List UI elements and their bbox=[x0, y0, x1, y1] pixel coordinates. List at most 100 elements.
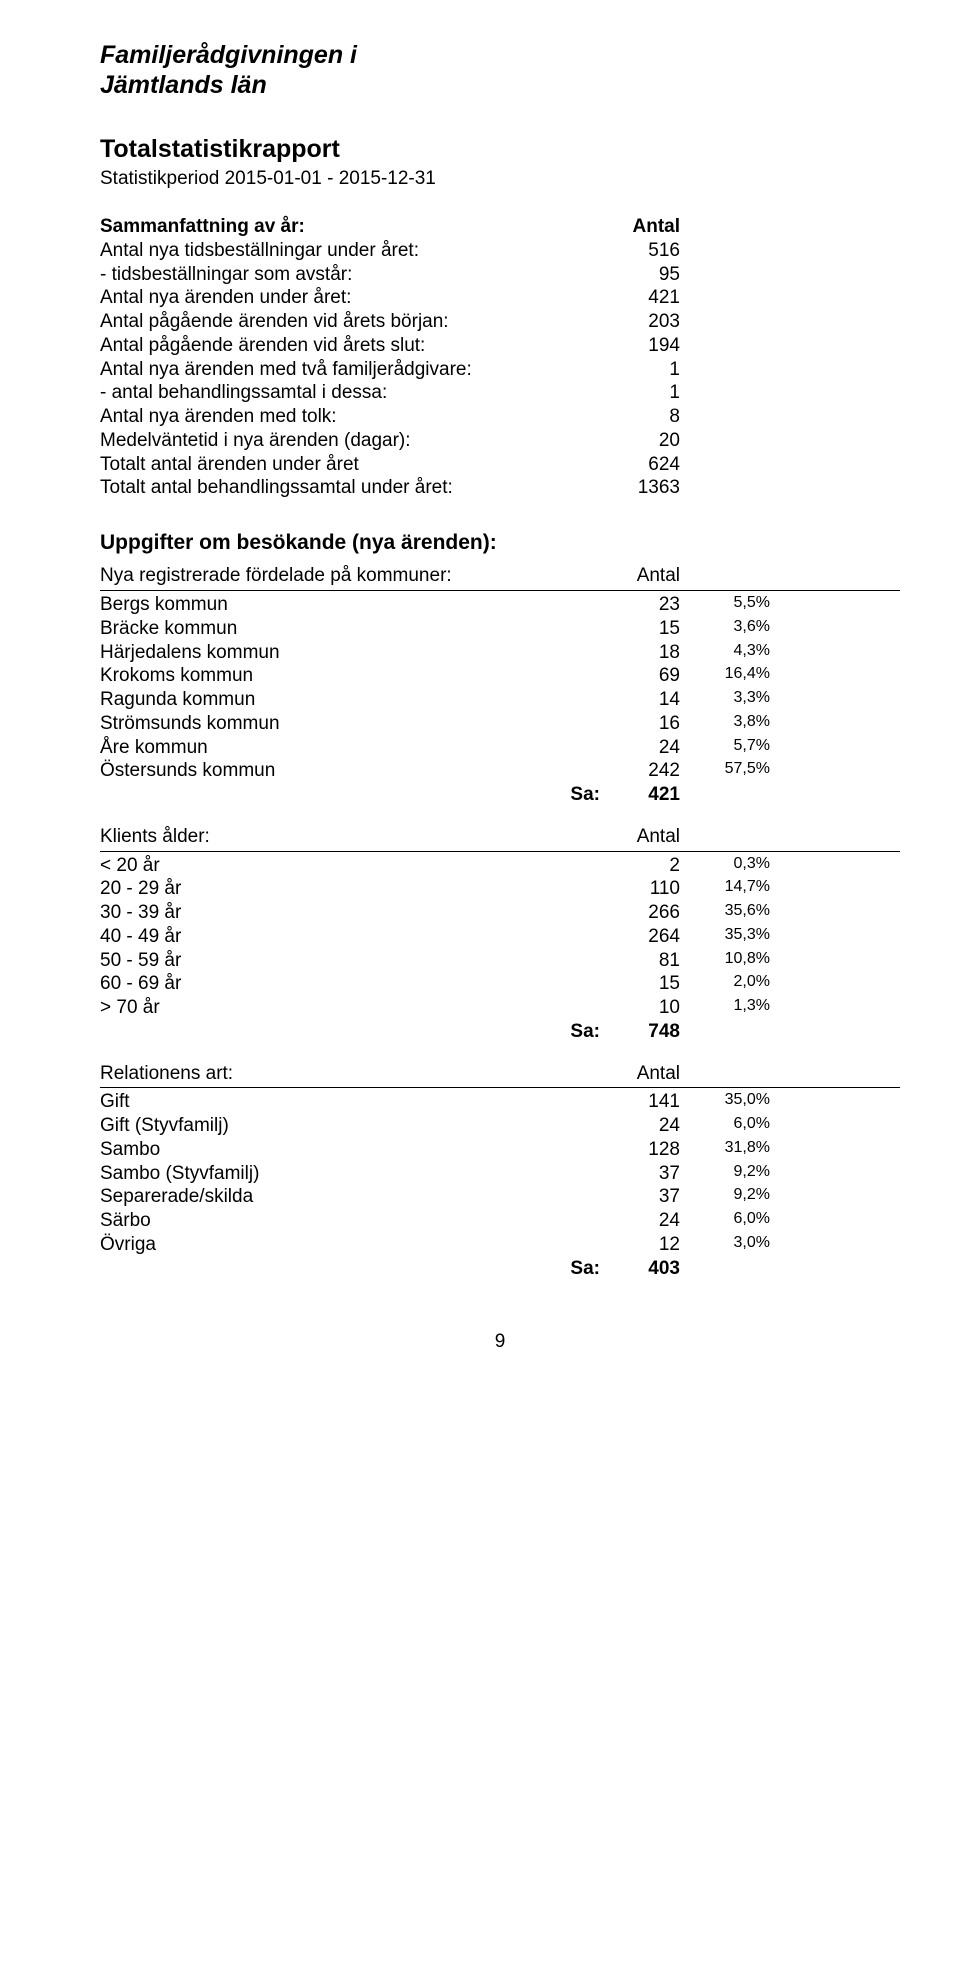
table-row: Antal pågående ärenden vid årets slut:19… bbox=[100, 334, 900, 358]
row-label: Separerade/skilda bbox=[100, 1185, 600, 1209]
row-label: Ragunda kommun bbox=[100, 688, 600, 712]
row-label: 60 - 69 år bbox=[100, 972, 600, 996]
row-label: Antal pågående ärenden vid årets slut: bbox=[100, 334, 600, 358]
row-label: Gift bbox=[100, 1090, 600, 1114]
row-label: Medelväntetid i nya ärenden (dagar): bbox=[100, 429, 600, 453]
row-value: 624 bbox=[600, 453, 680, 477]
row-value: 10 bbox=[600, 996, 680, 1020]
row-percent: 2,0% bbox=[680, 972, 770, 996]
table-row: > 70 år101,3% bbox=[100, 996, 900, 1020]
row-percent: 3,8% bbox=[680, 712, 770, 736]
row-value: 110 bbox=[600, 877, 680, 901]
table-row: Övriga123,0% bbox=[100, 1233, 900, 1257]
table-row: Bräcke kommun153,6% bbox=[100, 617, 900, 641]
row-percent: 35,3% bbox=[680, 925, 770, 949]
row-value: 15 bbox=[600, 617, 680, 641]
row-label: Totalt antal behandlingssamtal under åre… bbox=[100, 476, 600, 500]
relation-sum-row: Sa: 403 bbox=[100, 1257, 900, 1281]
row-value: 81 bbox=[600, 949, 680, 973]
row-value: 69 bbox=[600, 664, 680, 688]
row-percent: 6,0% bbox=[680, 1209, 770, 1233]
row-value: 18 bbox=[600, 641, 680, 665]
row-value: 516 bbox=[600, 239, 680, 263]
relation-header: Relationens art: Antal bbox=[100, 1062, 900, 1089]
table-row: Antal pågående ärenden vid årets början:… bbox=[100, 310, 900, 334]
table-row: Antal nya ärenden med tolk:8 bbox=[100, 405, 900, 429]
row-percent: 5,7% bbox=[680, 736, 770, 760]
row-percent: 5,5% bbox=[680, 593, 770, 617]
summary-rows: Antal nya tidsbeställningar under året:5… bbox=[100, 239, 900, 500]
row-label: Åre kommun bbox=[100, 736, 600, 760]
row-label: Totalt antal ärenden under året bbox=[100, 453, 600, 477]
age-rows: < 20 år20,3%20 - 29 år11014,7%30 - 39 år… bbox=[100, 854, 900, 1020]
row-percent: 4,3% bbox=[680, 641, 770, 665]
row-label: Bergs kommun bbox=[100, 593, 600, 617]
page-number: 9 bbox=[100, 1330, 900, 1354]
row-percent: 16,4% bbox=[680, 664, 770, 688]
table-row: Separerade/skilda379,2% bbox=[100, 1185, 900, 1209]
row-value: 20 bbox=[600, 429, 680, 453]
row-value: 14 bbox=[600, 688, 680, 712]
row-label: Antal nya ärenden med två familjerådgiva… bbox=[100, 358, 600, 382]
row-value: 1363 bbox=[600, 476, 680, 500]
table-row: 60 - 69 år152,0% bbox=[100, 972, 900, 996]
municipalities-header: Nya registrerade fördelade på kommuner: … bbox=[100, 564, 900, 591]
row-value: 421 bbox=[600, 286, 680, 310]
table-row: Krokoms kommun6916,4% bbox=[100, 664, 900, 688]
table-row: < 20 år20,3% bbox=[100, 854, 900, 878]
row-label: 40 - 49 år bbox=[100, 925, 600, 949]
municipalities-rows: Bergs kommun235,5%Bräcke kommun153,6%Här… bbox=[100, 593, 900, 783]
row-value: 266 bbox=[600, 901, 680, 925]
row-label: Antal nya tidsbeställningar under året: bbox=[100, 239, 600, 263]
relation-sum-label: Sa: bbox=[100, 1257, 600, 1281]
row-label: Särbo bbox=[100, 1209, 600, 1233]
row-label: Strömsunds kommun bbox=[100, 712, 600, 736]
row-value: 15 bbox=[600, 972, 680, 996]
row-value: 194 bbox=[600, 334, 680, 358]
relation-sum-value: 403 bbox=[600, 1257, 680, 1281]
row-value: 23 bbox=[600, 593, 680, 617]
row-label: Sambo (Styvfamilj) bbox=[100, 1162, 600, 1186]
relation-header-label: Relationens art: bbox=[100, 1062, 600, 1086]
age-header-value: Antal bbox=[600, 825, 680, 849]
table-row: Sambo (Styvfamilj)379,2% bbox=[100, 1162, 900, 1186]
row-percent: 6,0% bbox=[680, 1114, 770, 1138]
org-title-line1: Familjerådgivningen i bbox=[100, 41, 357, 69]
table-row: - tidsbeställningar som avstår:95 bbox=[100, 263, 900, 287]
table-row: Antal nya ärenden med två familjerådgiva… bbox=[100, 358, 900, 382]
table-row: Härjedalens kommun184,3% bbox=[100, 641, 900, 665]
municipalities-header-value: Antal bbox=[600, 564, 680, 588]
row-percent: 3,0% bbox=[680, 1233, 770, 1257]
table-row: Totalt antal behandlingssamtal under åre… bbox=[100, 476, 900, 500]
row-label: < 20 år bbox=[100, 854, 600, 878]
row-percent: 35,6% bbox=[680, 901, 770, 925]
row-label: Krokoms kommun bbox=[100, 664, 600, 688]
row-value: 264 bbox=[600, 925, 680, 949]
table-row: Medelväntetid i nya ärenden (dagar):20 bbox=[100, 429, 900, 453]
row-percent: 3,6% bbox=[680, 617, 770, 641]
row-value: 1 bbox=[600, 381, 680, 405]
table-row: Totalt antal ärenden under året624 bbox=[100, 453, 900, 477]
row-label: Härjedalens kommun bbox=[100, 641, 600, 665]
row-value: 37 bbox=[600, 1185, 680, 1209]
age-sum-row: Sa: 748 bbox=[100, 1020, 900, 1044]
row-percent: 0,3% bbox=[680, 854, 770, 878]
row-value: 1 bbox=[600, 358, 680, 382]
table-row: 30 - 39 år26635,6% bbox=[100, 901, 900, 925]
municipalities-header-label: Nya registrerade fördelade på kommuner: bbox=[100, 564, 600, 588]
table-row: Östersunds kommun24257,5% bbox=[100, 759, 900, 783]
row-value: 8 bbox=[600, 405, 680, 429]
table-row: Ragunda kommun143,3% bbox=[100, 688, 900, 712]
row-label: Antal pågående ärenden vid årets början: bbox=[100, 310, 600, 334]
row-label: - antal behandlingssamtal i dessa: bbox=[100, 381, 600, 405]
row-value: 141 bbox=[600, 1090, 680, 1114]
row-percent: 14,7% bbox=[680, 877, 770, 901]
table-row: Åre kommun245,7% bbox=[100, 736, 900, 760]
row-value: 24 bbox=[600, 1209, 680, 1233]
row-percent: 35,0% bbox=[680, 1090, 770, 1114]
table-row: 40 - 49 år26435,3% bbox=[100, 925, 900, 949]
row-percent: 1,3% bbox=[680, 996, 770, 1020]
summary-header-row: Sammanfattning av år: Antal bbox=[100, 215, 900, 239]
stat-period: Statistikperiod 2015-01-01 - 2015-12-31 bbox=[100, 167, 900, 191]
municipalities-sum-label: Sa: bbox=[100, 783, 600, 807]
